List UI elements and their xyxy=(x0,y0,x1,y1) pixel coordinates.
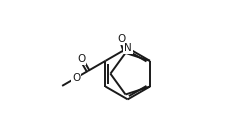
Text: O: O xyxy=(77,54,85,64)
Text: O: O xyxy=(72,73,80,83)
Text: O: O xyxy=(117,34,125,44)
Text: N: N xyxy=(124,43,132,53)
